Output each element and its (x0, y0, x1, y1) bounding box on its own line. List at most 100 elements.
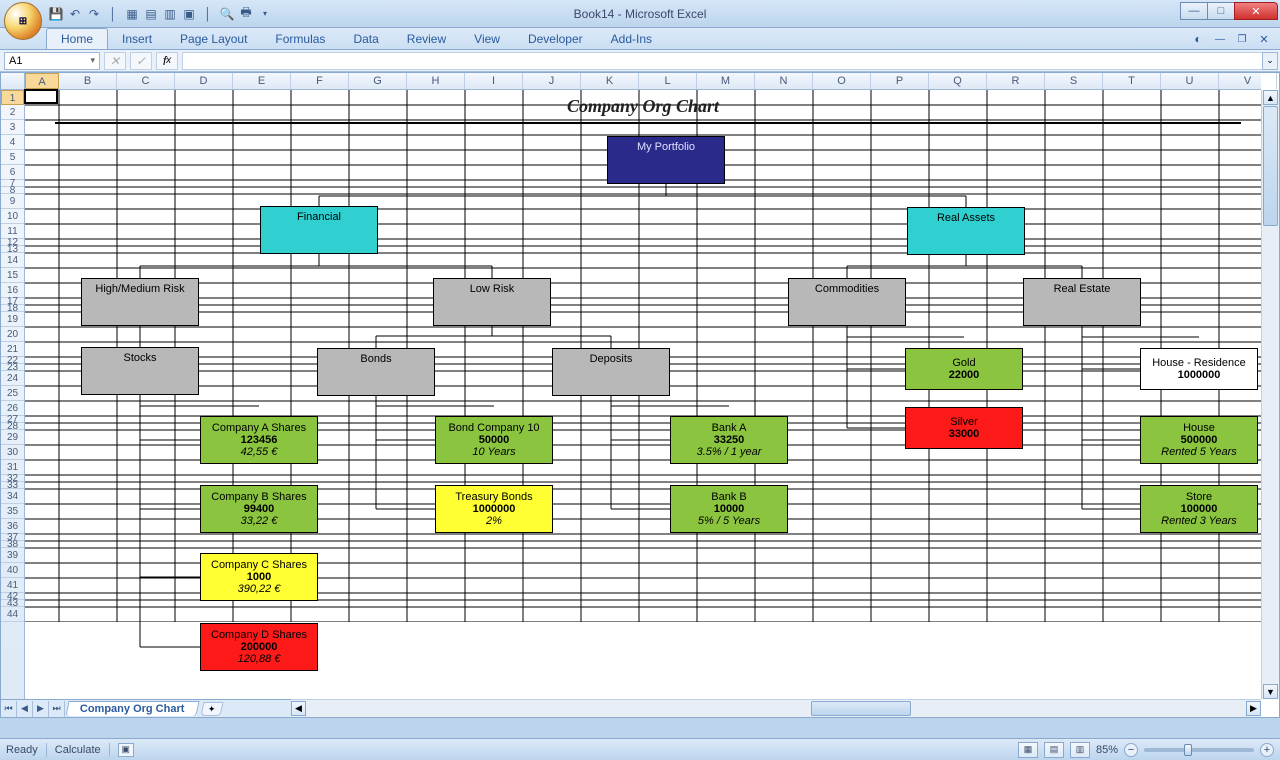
macro-record-icon[interactable]: ▣ (118, 743, 134, 757)
col-header[interactable]: O (813, 73, 871, 89)
scroll-right-icon[interactable]: ▶ (1246, 701, 1261, 716)
help-icon[interactable]: ◐ (1190, 31, 1206, 47)
org-node-root[interactable]: My Portfolio (607, 136, 725, 184)
name-box[interactable]: A1 ▾ (4, 52, 100, 70)
row-header[interactable]: 25 (1, 386, 24, 401)
redo-icon[interactable]: ↷ (86, 6, 102, 22)
ribbon-tab-data[interactable]: Data (339, 29, 392, 49)
qat-icon[interactable]: ▥ (162, 6, 178, 22)
tab-nav-next-icon[interactable]: ▶ (33, 701, 49, 717)
cancel-icon[interactable]: ✕ (104, 52, 126, 70)
col-header[interactable]: C (117, 73, 175, 89)
formula-input[interactable] (182, 52, 1276, 70)
col-header[interactable]: V (1219, 73, 1277, 89)
row-header[interactable]: 1 (1, 90, 24, 105)
tab-nav-first-icon[interactable]: ⏮ (1, 701, 17, 717)
row-header[interactable]: 18 (1, 305, 24, 312)
zoom-slider[interactable] (1144, 748, 1254, 752)
grid-canvas[interactable]: Company Org Chart My PortfolioFinancialR… (25, 90, 1261, 699)
col-header[interactable]: P (871, 73, 929, 89)
ribbon-tab-developer[interactable]: Developer (514, 29, 597, 49)
col-header[interactable]: B (59, 73, 117, 89)
org-node-bc10[interactable]: Bond Company 105000010 Years (435, 416, 553, 464)
row-header[interactable]: 10 (1, 209, 24, 224)
row-header[interactable]: 8 (1, 187, 24, 194)
col-header[interactable]: U (1161, 73, 1219, 89)
col-header[interactable]: Q (929, 73, 987, 89)
col-header[interactable]: H (407, 73, 465, 89)
ribbon-tab-insert[interactable]: Insert (108, 29, 166, 49)
org-node-ca[interactable]: Company A Shares12345642,55 € (200, 416, 318, 464)
org-node-silver[interactable]: Silver33000 (905, 407, 1023, 449)
org-node-house1[interactable]: House - Residence1000000 (1140, 348, 1258, 390)
row-header[interactable]: 44 (1, 607, 24, 622)
row-header[interactable]: 19 (1, 312, 24, 327)
row-header[interactable]: 2 (1, 105, 24, 120)
undo-icon[interactable]: ↶ (67, 6, 83, 22)
org-node-ba[interactable]: Bank A332503.5% / 1 year (670, 416, 788, 464)
print-preview-icon[interactable]: 🔍 (219, 6, 235, 22)
org-node-re[interactable]: Real Estate (1023, 278, 1141, 326)
org-node-cd[interactable]: Company D Shares200000120,88 € (200, 623, 318, 671)
org-node-hm[interactable]: High/Medium Risk (81, 278, 199, 326)
qat-dropdown-icon[interactable]: ▾ (257, 6, 273, 22)
expand-formula-icon[interactable]: ⌄ (1262, 52, 1278, 70)
fx-icon[interactable]: fx (156, 52, 178, 70)
col-header[interactable]: E (233, 73, 291, 89)
scroll-left-icon[interactable]: ◀ (291, 701, 306, 716)
zoom-knob[interactable] (1184, 744, 1192, 756)
col-header[interactable]: J (523, 73, 581, 89)
row-header[interactable]: 35 (1, 504, 24, 519)
print-icon[interactable]: 🖶 (238, 6, 254, 22)
save-icon[interactable]: 💾 (48, 6, 64, 22)
org-node-tb[interactable]: Treasury Bonds10000002% (435, 485, 553, 533)
enter-icon[interactable]: ✓ (130, 52, 152, 70)
ribbon-tab-view[interactable]: View (460, 29, 514, 49)
qat-icon[interactable]: ▦ (124, 6, 140, 22)
scroll-down-icon[interactable]: ▼ (1263, 684, 1278, 699)
org-node-house2[interactable]: House500000Rented 5 Years (1140, 416, 1258, 464)
row-header[interactable]: 43 (1, 600, 24, 607)
ribbon-tab-add-ins[interactable]: Add-Ins (597, 29, 666, 49)
close-button[interactable]: ✕ (1234, 2, 1278, 20)
row-header[interactable]: 33 (1, 482, 24, 489)
row-header[interactable]: 5 (1, 150, 24, 165)
col-header[interactable]: D (175, 73, 233, 89)
page-layout-view-icon[interactable]: ▤ (1044, 742, 1064, 758)
new-sheet-icon[interactable]: ✦ (200, 702, 223, 716)
org-node-dep[interactable]: Deposits (552, 348, 670, 396)
zoom-in-icon[interactable]: + (1260, 743, 1274, 757)
page-break-view-icon[interactable]: ▥ (1070, 742, 1090, 758)
col-header[interactable]: R (987, 73, 1045, 89)
org-node-real[interactable]: Real Assets (907, 207, 1025, 255)
ribbon-tab-formulas[interactable]: Formulas (261, 29, 339, 49)
office-button[interactable]: ⊞ (4, 2, 42, 40)
col-header[interactable]: M (697, 73, 755, 89)
org-node-bnd[interactable]: Bonds (317, 348, 435, 396)
row-header[interactable]: 40 (1, 563, 24, 578)
ribbon-tab-home[interactable]: Home (46, 28, 108, 49)
close-workbook-icon[interactable]: ✕ (1256, 31, 1272, 47)
row-header[interactable]: 3 (1, 120, 24, 135)
row-header[interactable]: 29 (1, 430, 24, 445)
tab-nav-prev-icon[interactable]: ◀ (17, 701, 33, 717)
row-header[interactable]: 4 (1, 135, 24, 150)
zoom-level[interactable]: 85% (1096, 744, 1118, 756)
col-header[interactable]: F (291, 73, 349, 89)
col-header[interactable]: K (581, 73, 639, 89)
col-header[interactable]: I (465, 73, 523, 89)
column-headers[interactable]: ABCDEFGHIJKLMNOPQRSTUV (25, 73, 1261, 90)
scroll-up-icon[interactable]: ▲ (1263, 90, 1278, 105)
org-node-bb[interactable]: Bank B100005% / 5 Years (670, 485, 788, 533)
row-header[interactable]: 9 (1, 194, 24, 209)
minimize-button[interactable]: — (1180, 2, 1208, 20)
col-header[interactable]: N (755, 73, 813, 89)
minimize-ribbon-icon[interactable]: — (1212, 31, 1228, 47)
row-header[interactable]: 34 (1, 489, 24, 504)
org-node-cc[interactable]: Company C Shares1000390,22 € (200, 553, 318, 601)
vertical-scrollbar[interactable]: ▲ ▼ (1261, 90, 1279, 699)
horizontal-scrollbar[interactable]: ◀ ▶ (291, 699, 1261, 717)
ribbon-tab-page-layout[interactable]: Page Layout (166, 29, 261, 49)
scroll-thumb[interactable] (1263, 106, 1278, 226)
row-headers[interactable]: 1234567891011121314151617181920212223242… (1, 90, 25, 717)
